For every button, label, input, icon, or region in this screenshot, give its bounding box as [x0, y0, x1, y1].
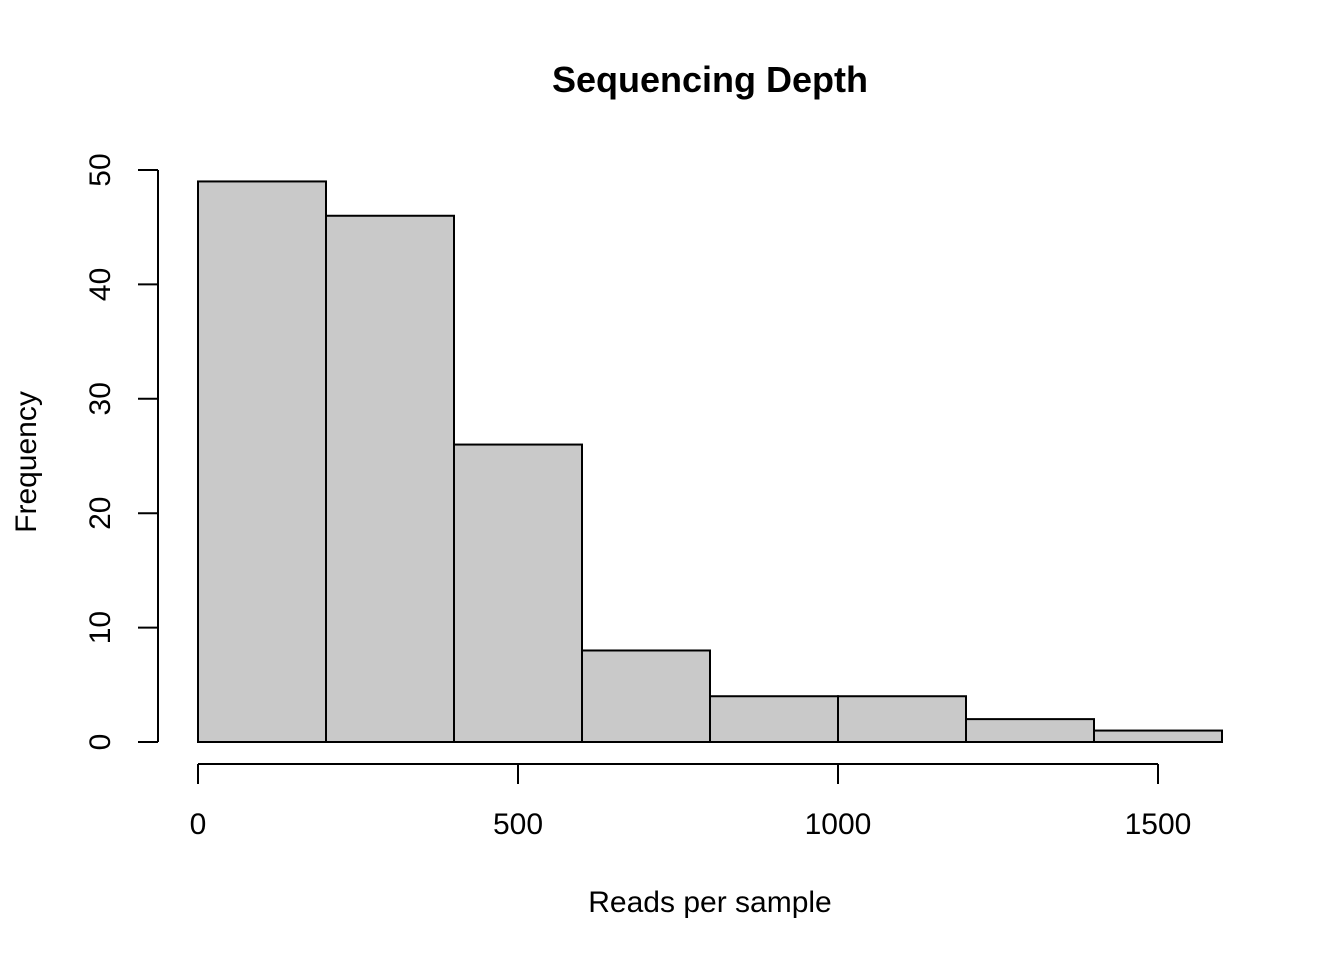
histogram-bar-800-1000: [709, 695, 839, 743]
y-tick-label-30: 30: [84, 382, 117, 415]
chart-title: Sequencing Depth: [552, 59, 868, 100]
histogram-bar-0-200: [197, 180, 327, 743]
y-tick-label-20: 20: [84, 497, 117, 530]
histogram-bar-200-400: [325, 214, 455, 743]
x-tick-label-0: 0: [190, 808, 207, 841]
histogram-bar-400-600: [453, 443, 583, 743]
x-tick-label-1000: 1000: [805, 808, 872, 841]
x-tick-label-1500: 1500: [1125, 808, 1192, 841]
histogram-bar-1000-1200: [837, 695, 967, 743]
y-tick-label-10: 10: [84, 611, 117, 644]
x-tick-label-500: 500: [493, 808, 543, 841]
y-axis-label: Frequency: [10, 391, 43, 533]
histogram-bar-600-800: [581, 649, 711, 743]
bars-group: [197, 180, 1223, 743]
histogram-bar-1400-1600: [1093, 729, 1223, 743]
x-axis-label: Reads per sample: [588, 886, 831, 919]
y-axis: 0 10 20 30 40 50: [84, 153, 159, 751]
y-tick-label-0: 0: [84, 734, 117, 751]
y-tick-label-50: 50: [84, 153, 117, 186]
histogram-bar-1200-1400: [965, 718, 1095, 743]
y-tick-label-40: 40: [84, 268, 117, 301]
x-axis: 0 500 1000 1500: [190, 763, 1192, 841]
